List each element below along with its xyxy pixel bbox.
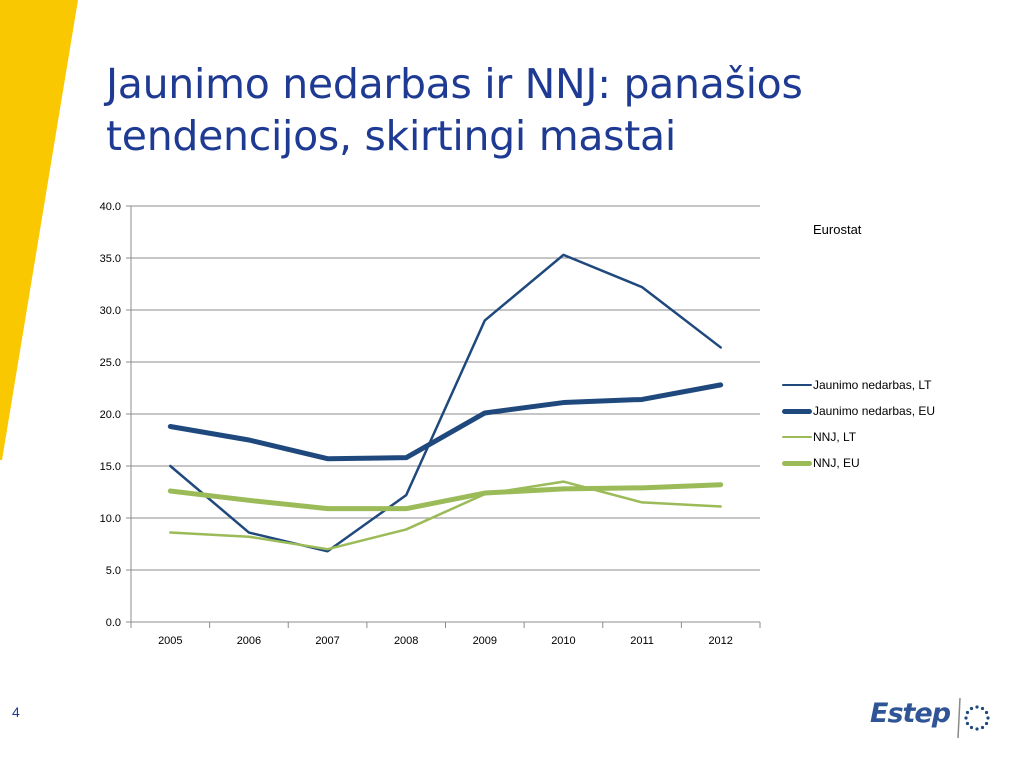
eu-stars-icon bbox=[957, 697, 990, 739]
legend-swatch bbox=[782, 383, 812, 387]
star-icon bbox=[969, 725, 974, 730]
x-tick-label: 2005 bbox=[158, 635, 182, 647]
x-tick-label: 2011 bbox=[630, 635, 654, 647]
y-tick-label: 20.0 bbox=[100, 409, 121, 421]
legend-label: Jaunimo nedarbas, LT bbox=[813, 378, 932, 392]
y-tick-label: 5.0 bbox=[106, 565, 121, 577]
series-line bbox=[167, 482, 724, 512]
legend-swatch bbox=[782, 408, 812, 414]
star-icon bbox=[965, 710, 970, 715]
star-icon bbox=[980, 725, 985, 730]
star-icon bbox=[965, 721, 970, 726]
y-tick-label: 35.0 bbox=[100, 253, 121, 265]
star-icon bbox=[964, 716, 968, 720]
y-tick-label: 25.0 bbox=[100, 357, 121, 369]
star-icon bbox=[980, 706, 985, 711]
series-line bbox=[169, 253, 722, 553]
y-tick-label: 10.0 bbox=[100, 513, 121, 525]
x-tick-label: 2012 bbox=[708, 635, 732, 647]
series-line bbox=[169, 480, 722, 551]
star-icon bbox=[975, 727, 979, 731]
source-note: Eurostat bbox=[813, 222, 862, 237]
slide-title: Jaunimo nedarbas ir NNJ: panašios tenden… bbox=[106, 58, 986, 162]
legend-swatch bbox=[782, 460, 812, 466]
star-icon bbox=[984, 710, 989, 715]
yellow-band-decoration bbox=[0, 0, 78, 460]
slide-title-line-2: tendencijos, skirtingi mastai bbox=[106, 112, 676, 160]
x-tick-label: 2006 bbox=[237, 635, 261, 647]
logo-wordmark: Estep bbox=[870, 698, 951, 729]
legend-label: NNJ, EU bbox=[813, 456, 860, 470]
y-tick-label: 40.0 bbox=[100, 201, 121, 213]
star-icon bbox=[975, 705, 979, 709]
x-tick-label: 2008 bbox=[394, 635, 418, 647]
x-tick-label: 2009 bbox=[473, 635, 497, 647]
star-icon bbox=[984, 721, 989, 726]
y-tick-label: 0.0 bbox=[106, 617, 121, 629]
x-tick-label: 2010 bbox=[551, 635, 575, 647]
star-icon bbox=[969, 706, 974, 711]
y-tick-label: 30.0 bbox=[100, 305, 121, 317]
legend-swatch bbox=[782, 435, 812, 439]
series-line bbox=[167, 382, 724, 462]
page-number: 4 bbox=[12, 704, 20, 720]
legend-label: NNJ, LT bbox=[813, 430, 857, 444]
slide-title-line-1: Jaunimo nedarbas ir NNJ: panašios bbox=[106, 60, 803, 108]
x-tick-label: 2007 bbox=[315, 635, 339, 647]
star-icon bbox=[986, 716, 990, 720]
y-tick-label: 15.0 bbox=[100, 461, 121, 473]
legend-label: Jaunimo nedarbas, EU bbox=[813, 404, 936, 418]
